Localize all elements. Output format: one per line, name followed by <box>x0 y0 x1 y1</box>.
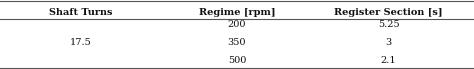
Text: 5.25: 5.25 <box>378 20 400 29</box>
Text: Register Section [s]: Register Section [s] <box>334 8 443 17</box>
Text: 2.1: 2.1 <box>381 56 396 65</box>
Text: 3: 3 <box>385 38 392 47</box>
Text: 350: 350 <box>228 38 246 47</box>
Text: 200: 200 <box>228 20 246 29</box>
Text: Regime [rpm]: Regime [rpm] <box>199 8 275 17</box>
Text: 500: 500 <box>228 56 246 65</box>
Text: Shaft Turns: Shaft Turns <box>49 8 112 17</box>
Text: 17.5: 17.5 <box>70 38 91 47</box>
